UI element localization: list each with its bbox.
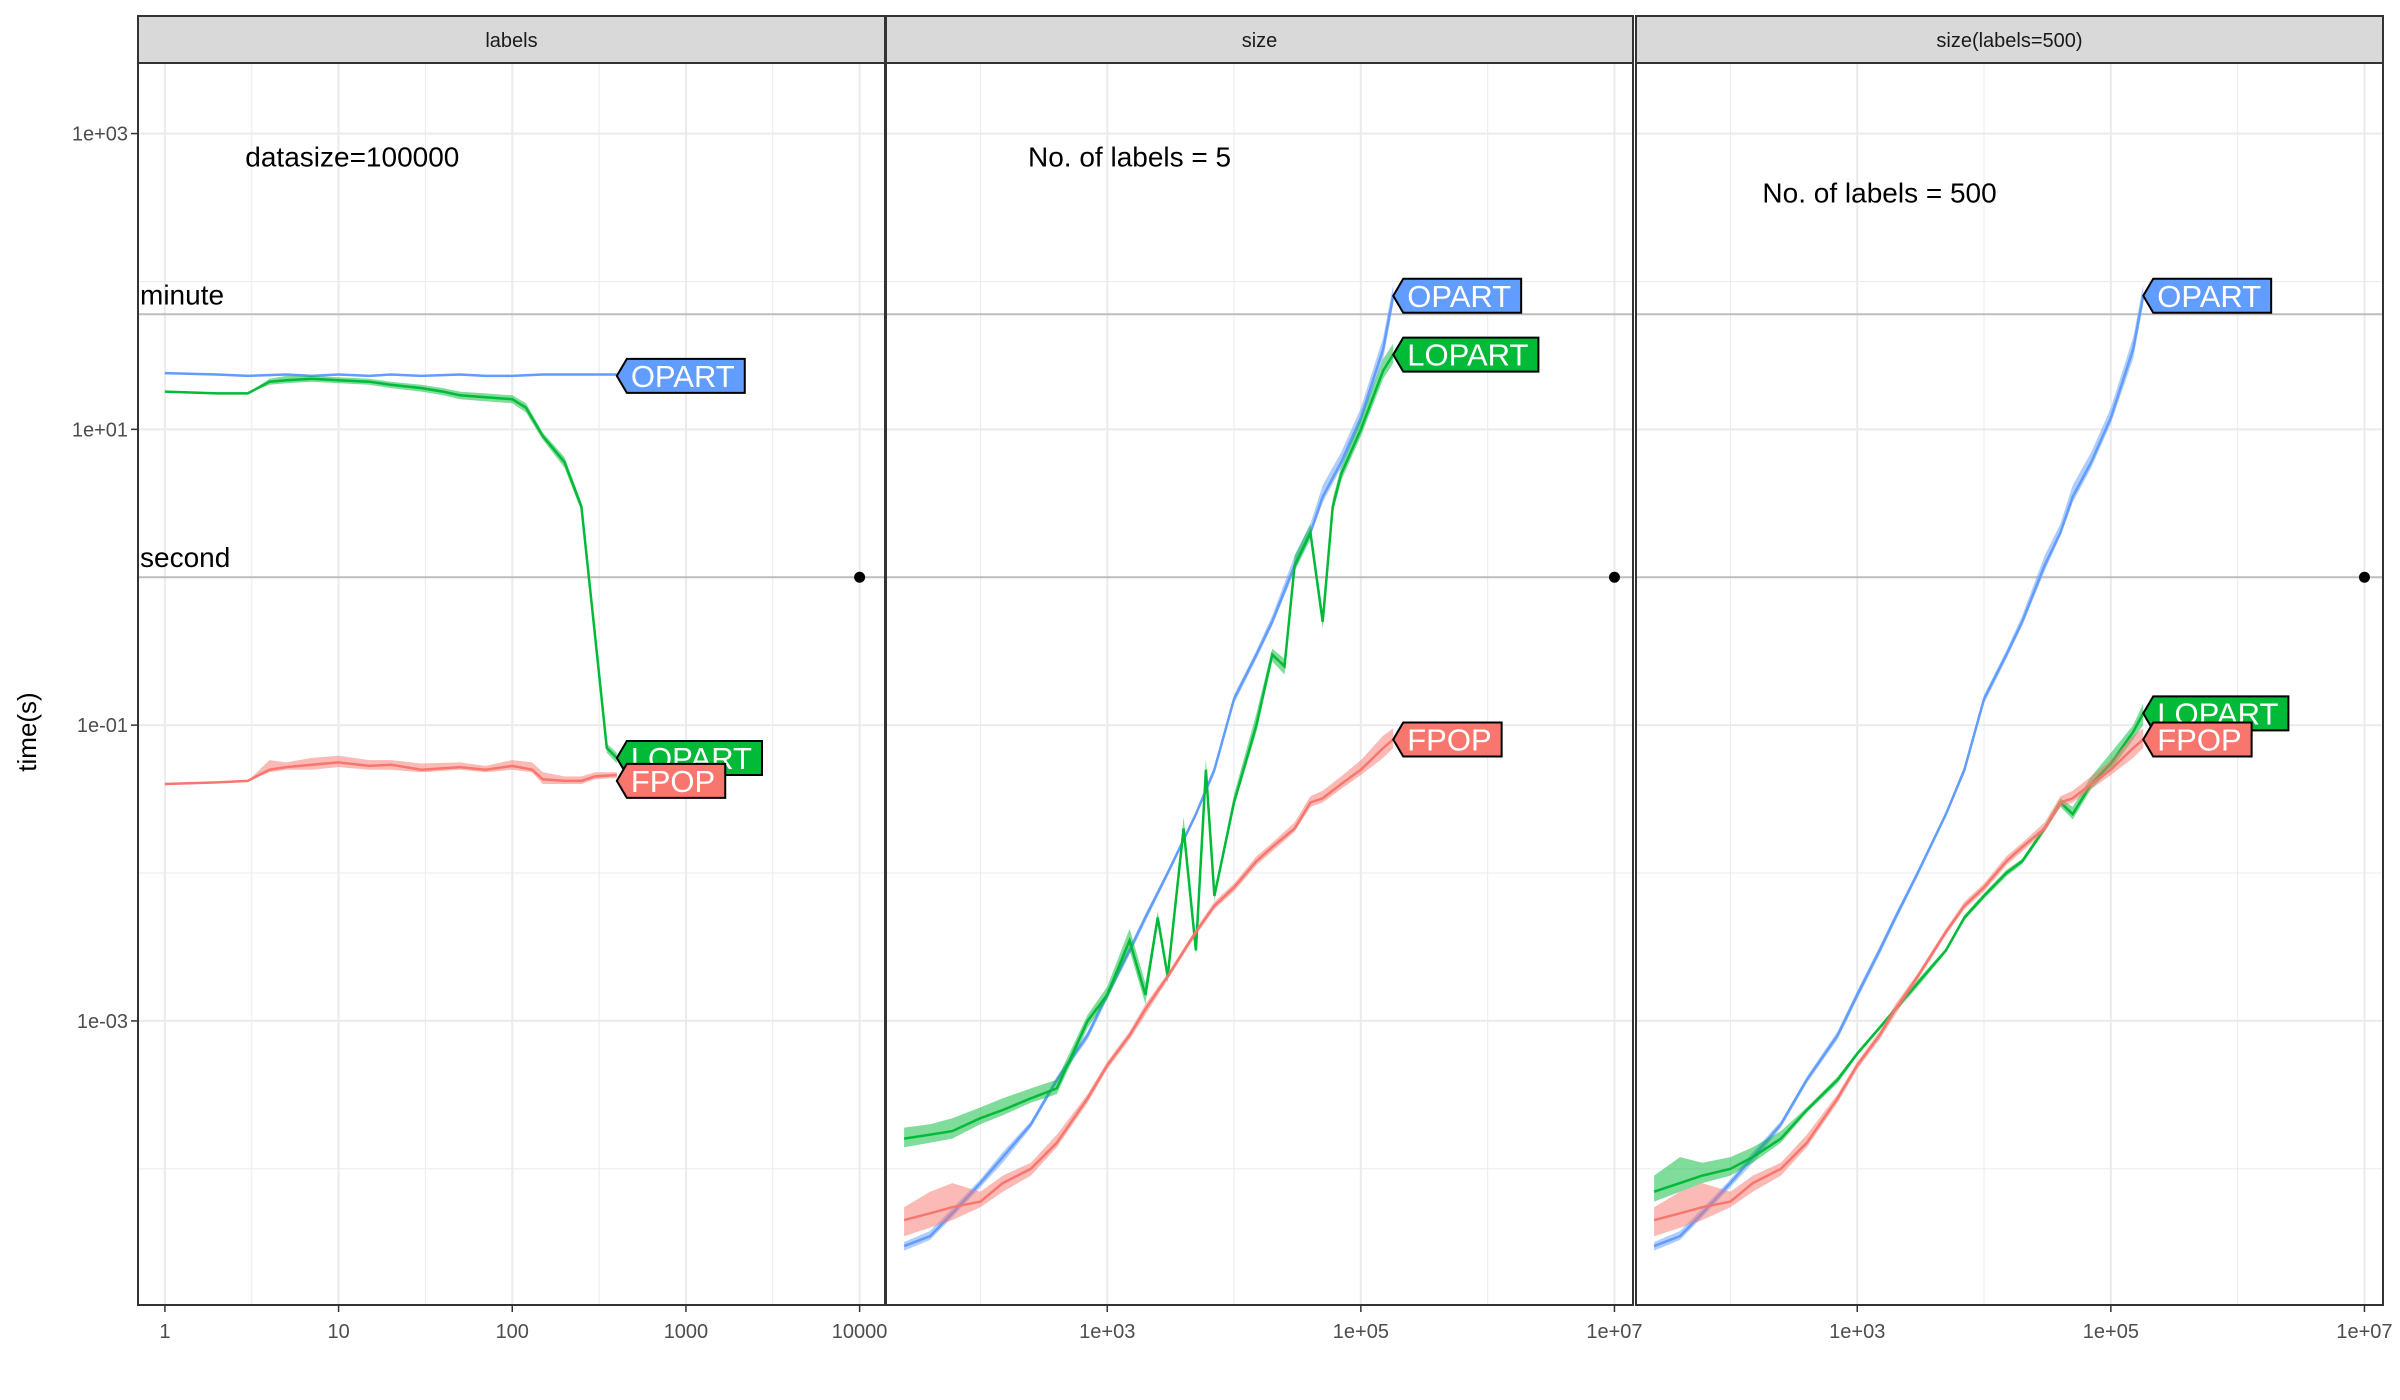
series-label-fpop: FPOP	[615, 762, 727, 799]
series-label-box	[1392, 277, 1523, 314]
series-label-box	[1392, 336, 1540, 373]
series-lopart	[164, 375, 618, 764]
series-label-box	[2142, 721, 2253, 758]
facet-strip	[1635, 15, 2384, 64]
series-label-opart: OPART	[615, 357, 746, 394]
series-label-fpop: FPOP	[2142, 721, 2253, 758]
series-lopart	[1653, 703, 2145, 1202]
reference-point	[1608, 571, 1620, 583]
x-tick-label: 1	[159, 1321, 170, 1343]
panel-annotation: datasize=100000	[245, 141, 459, 172]
panel-background	[1636, 63, 2383, 1305]
panel-border	[885, 62, 1634, 1306]
series-label-text: FPOP	[631, 764, 715, 799]
series-label-text: OPART	[631, 359, 735, 394]
series-line	[164, 377, 618, 759]
panel-border	[1635, 62, 2384, 1306]
series-label-lopart: LOPART	[1392, 336, 1540, 373]
x-tick-label: 1e+05	[1333, 1321, 1389, 1343]
series-label-text: FPOP	[2157, 722, 2241, 757]
y-tick-label: 1e+01	[72, 419, 128, 441]
series-label-text: FPOP	[1407, 722, 1491, 757]
series-label-box	[1392, 721, 1503, 758]
series-line	[903, 738, 1395, 1222]
series-label-box	[615, 357, 746, 394]
panel-background	[886, 63, 1633, 1305]
series-label-text: LOPART	[1407, 338, 1528, 373]
series-label-text: OPART	[1407, 279, 1511, 314]
gridlines	[886, 63, 1633, 1305]
series-label-opart: OPART	[2142, 277, 2273, 314]
x-tick-label: 1e+07	[2336, 1321, 2392, 1343]
panel-annotation: No. of labels = 5	[1028, 141, 1231, 172]
y-tick-label: 1e+03	[72, 124, 128, 146]
reference-point	[2358, 571, 2370, 583]
series-line	[164, 761, 617, 786]
x-tick-label: 1e+07	[1586, 1321, 1642, 1343]
x-tick-label: 100	[496, 1321, 529, 1343]
series-lopart	[903, 343, 1395, 1148]
x-tick-label: 10	[327, 1321, 349, 1343]
series-line	[1653, 738, 2145, 1222]
y-tick-label: 1e-01	[77, 715, 128, 737]
series-fpop	[164, 755, 617, 786]
series-fpop	[1653, 728, 2145, 1237]
series-fpop	[903, 728, 1395, 1237]
reference-point	[854, 571, 866, 583]
series-label-box	[2142, 277, 2273, 314]
panel-size: OPART LOPART FPOP No. of labels = 5 size 1e+0…	[885, 15, 1643, 1343]
y-axis-title: time(s)	[12, 692, 42, 771]
x-tick-label: 10000	[832, 1321, 888, 1343]
series-line	[1653, 712, 2145, 1193]
x-tick-label: 1e+05	[2083, 1321, 2139, 1343]
series-opart	[164, 371, 617, 378]
facet-panels: OPART LOPART FPOP minute second datasize=1000…	[137, 15, 2393, 1343]
series-ribbon	[904, 728, 1394, 1237]
facet-strip-label: size(labels=500)	[1936, 30, 2082, 52]
panel-annotation: No. of labels = 500	[1762, 177, 1996, 208]
reference-label-minute: minute	[140, 279, 224, 310]
reference-label-second: second	[140, 542, 230, 573]
series-line	[164, 371, 617, 378]
facet-strip-label: size	[1242, 30, 1278, 52]
series-label-text: OPART	[2157, 279, 2261, 314]
series-label-box	[615, 762, 727, 799]
x-tick-label: 1000	[664, 1321, 709, 1343]
panel-labels: OPARTLOPARTFPOPminuteseconddatasize=1000…	[137, 15, 888, 1343]
series-ribbon	[1654, 728, 2144, 1237]
series-ribbon	[164, 755, 617, 784]
y-tick-label: 1e-03	[77, 1011, 128, 1033]
facet-strip-label: labels	[485, 30, 537, 52]
series-line	[903, 353, 1395, 1140]
x-tick-label: 1e+03	[1079, 1321, 1135, 1343]
series-label-opart: OPART	[1392, 277, 1523, 314]
series-label-fpop: FPOP	[1392, 721, 1503, 758]
x-tick-label: 1e+03	[1829, 1321, 1885, 1343]
